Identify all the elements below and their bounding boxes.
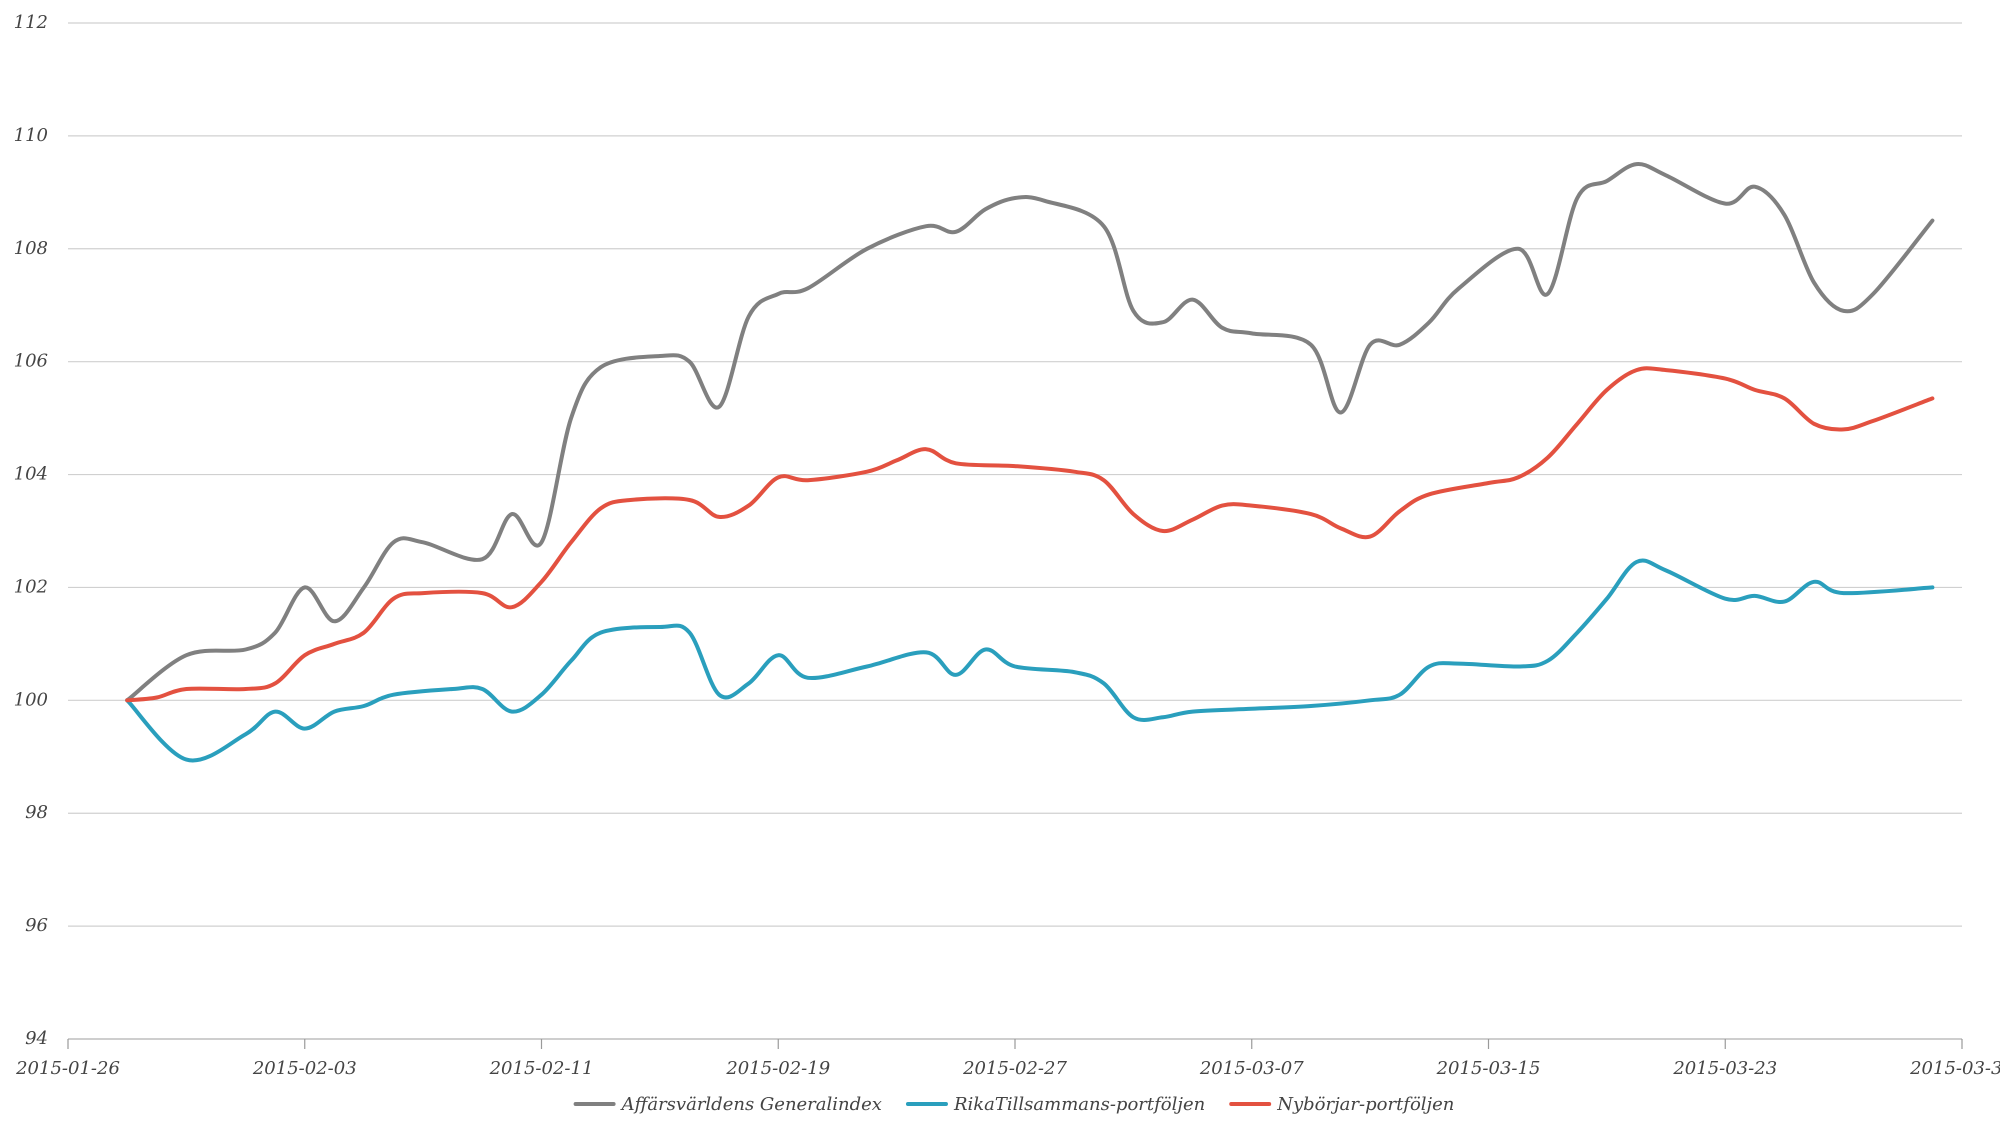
grid-layer bbox=[68, 22, 1962, 927]
series-line-nyb-rjar-portf-ljen bbox=[125, 366, 1935, 703]
x-tick-label: 2015-02-03 bbox=[252, 1058, 357, 1079]
x-axis bbox=[67, 1038, 1963, 1049]
x-tick-label: 2015-03-23 bbox=[1672, 1058, 1777, 1079]
x-tick-label: 2015-03-07 bbox=[1199, 1058, 1304, 1079]
y-tick-label: 104 bbox=[14, 464, 48, 485]
x-tick-label: 2015-02-19 bbox=[725, 1058, 830, 1079]
y-tick-label: 94 bbox=[25, 1028, 48, 1049]
x-tick-label: 2015-01-26 bbox=[15, 1058, 120, 1079]
x-tick-label: 2015-03-31 bbox=[1909, 1058, 2000, 1079]
y-tick-label: 96 bbox=[25, 915, 48, 936]
legend-label: Affärsvärldens Generalindex bbox=[620, 1094, 882, 1115]
y-tick-label: 112 bbox=[14, 12, 48, 33]
y-tick-label: 102 bbox=[14, 576, 48, 597]
y-axis: 94 96 98 100 102 104 106 108 110 112 bbox=[14, 12, 48, 1049]
legend[interactable]: Affärsvärldens Generalindex RikaTillsamma… bbox=[573, 1094, 1455, 1115]
legend-item[interactable]: RikaTillsammans-portföljen bbox=[905, 1094, 1205, 1115]
legend-item[interactable]: Nybörjar-portföljen bbox=[1229, 1094, 1454, 1115]
x-tick-label: 2015-03-15 bbox=[1436, 1058, 1541, 1079]
legend-label: Nybörjar-portföljen bbox=[1276, 1094, 1454, 1115]
y-tick-label: 108 bbox=[14, 238, 48, 259]
y-tick-label: 106 bbox=[14, 351, 48, 372]
series-layer bbox=[125, 162, 1935, 763]
legend-label: RikaTillsammans-portföljen bbox=[953, 1094, 1205, 1115]
legend-item[interactable]: Affärsvärldens Generalindex bbox=[573, 1094, 882, 1115]
y-tick-label: 110 bbox=[14, 125, 48, 146]
y-tick-label: 100 bbox=[14, 689, 48, 710]
series-line-aff-rsv-rldens-generalindex bbox=[125, 162, 1935, 703]
x-tick-labels: 2015-01-26 2015-02-03 2015-02-11 2015-02-19… bbox=[15, 1058, 2000, 1079]
series-line-rikatillsammans-portf-ljen bbox=[125, 558, 1935, 763]
x-tick-label: 2015-02-11 bbox=[489, 1058, 594, 1079]
y-tick-label: 98 bbox=[25, 802, 48, 823]
x-tick-label: 2015-02-27 bbox=[962, 1058, 1067, 1079]
